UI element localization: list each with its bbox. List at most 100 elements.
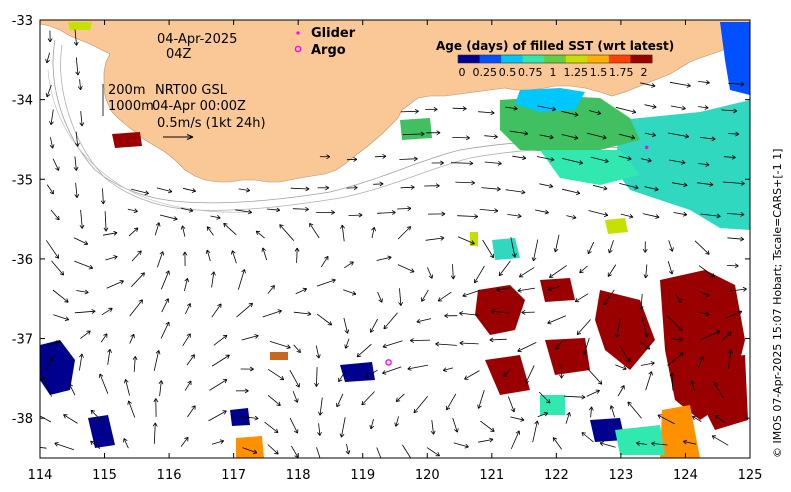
current-vector (453, 442, 469, 449)
x-tick-label: 119 (350, 468, 375, 483)
current-vector (427, 267, 434, 279)
current-vector (382, 366, 402, 375)
current-vector (377, 210, 396, 215)
current-vector (182, 251, 188, 267)
current-vector (617, 385, 625, 397)
current-vector (292, 390, 299, 403)
current-vector (669, 372, 675, 391)
sst-patch-orange-2 (660, 405, 700, 458)
sst-patch-red-3 (595, 290, 655, 370)
current-vector (106, 280, 124, 289)
current-vector (586, 367, 603, 385)
age-tick-label: 0 (459, 66, 466, 79)
y-axis: -33 -34 -35 -36 -37 -38 (12, 14, 750, 427)
x-tick-label: 120 (415, 468, 440, 483)
x-tick-label: 117 (221, 468, 246, 483)
current-vector (640, 361, 655, 366)
current-vector (290, 186, 310, 192)
current-vector (397, 226, 412, 240)
current-vector (668, 132, 690, 139)
current-vector (642, 213, 660, 219)
current-vector (261, 247, 268, 261)
current-vector (100, 188, 106, 205)
current-vector (361, 391, 375, 406)
current-vector (435, 341, 457, 347)
current-vector (553, 234, 560, 253)
current-vector (74, 182, 80, 198)
current-vector (699, 136, 716, 142)
current-vector (619, 183, 639, 190)
sst-patch-orange-1 (236, 436, 264, 458)
current-vector (452, 135, 470, 141)
current-vector (369, 418, 375, 430)
sst-patch-lime-1 (605, 218, 628, 234)
current-vector (231, 250, 237, 264)
current-vector (79, 209, 85, 229)
glider-key-label: Glider (311, 26, 356, 41)
current-vector (455, 180, 476, 186)
current-vector (127, 208, 138, 214)
current-vector (444, 313, 458, 319)
current-vector (683, 439, 697, 445)
current-vector (698, 162, 710, 167)
current-vector (79, 111, 85, 127)
current-vector (63, 414, 78, 424)
current-vector (426, 447, 440, 457)
current-vector (340, 224, 345, 242)
current-vector (450, 160, 474, 166)
current-vector (474, 265, 485, 284)
current-vector (279, 224, 295, 241)
current-vector (615, 364, 627, 371)
current-vector (727, 236, 745, 242)
current-vector (446, 393, 457, 411)
current-vector (574, 293, 589, 303)
current-vector (345, 444, 351, 455)
current-vector (213, 334, 228, 346)
current-vector (52, 158, 60, 171)
age-legend-ticks: 0 0.25 0.5 0.75 1 1.25 1.5 1.75 2 (459, 66, 648, 79)
current-vector (157, 251, 165, 268)
colorbar-segment (522, 55, 545, 63)
current-vector (76, 289, 89, 295)
current-vector (431, 160, 444, 166)
current-vector (238, 187, 251, 193)
current-vector (479, 208, 499, 214)
current-vector (644, 132, 656, 138)
age-tick-label: 1.75 (609, 66, 634, 79)
current-vector (537, 411, 549, 418)
current-vector (182, 187, 196, 193)
x-tick-label: 121 (479, 468, 504, 483)
glider-marker[interactable] (644, 145, 649, 150)
current-vector (657, 414, 675, 425)
current-vector (50, 209, 60, 221)
current-vector (180, 225, 186, 237)
argo-float-marker[interactable] (385, 359, 392, 366)
current-vector (240, 366, 254, 372)
current-vector (608, 240, 614, 254)
current-vector (507, 396, 516, 413)
current-vector (728, 81, 745, 87)
current-vector (696, 181, 714, 187)
contour-1000-label: 1000m (108, 99, 154, 114)
contour-extra (47, 69, 251, 213)
time-label: 04-Apr 00:00Z (152, 99, 246, 114)
sst-patch-navy-4 (230, 408, 250, 426)
current-vector (507, 213, 522, 219)
current-vector (123, 379, 130, 396)
current-vector (292, 206, 309, 212)
current-vector (669, 81, 691, 88)
current-vector (726, 211, 745, 217)
current-vector (339, 417, 346, 438)
age-tick-label: 1.5 (590, 66, 608, 79)
current-vector (478, 437, 494, 443)
current-vector (153, 350, 161, 371)
current-vector (559, 364, 564, 379)
current-vector (264, 421, 279, 433)
current-vector (255, 230, 265, 239)
current-vector (318, 397, 323, 416)
current-vector (42, 376, 52, 397)
current-vector (156, 187, 173, 194)
current-vector (336, 393, 344, 408)
current-vector (262, 309, 282, 318)
